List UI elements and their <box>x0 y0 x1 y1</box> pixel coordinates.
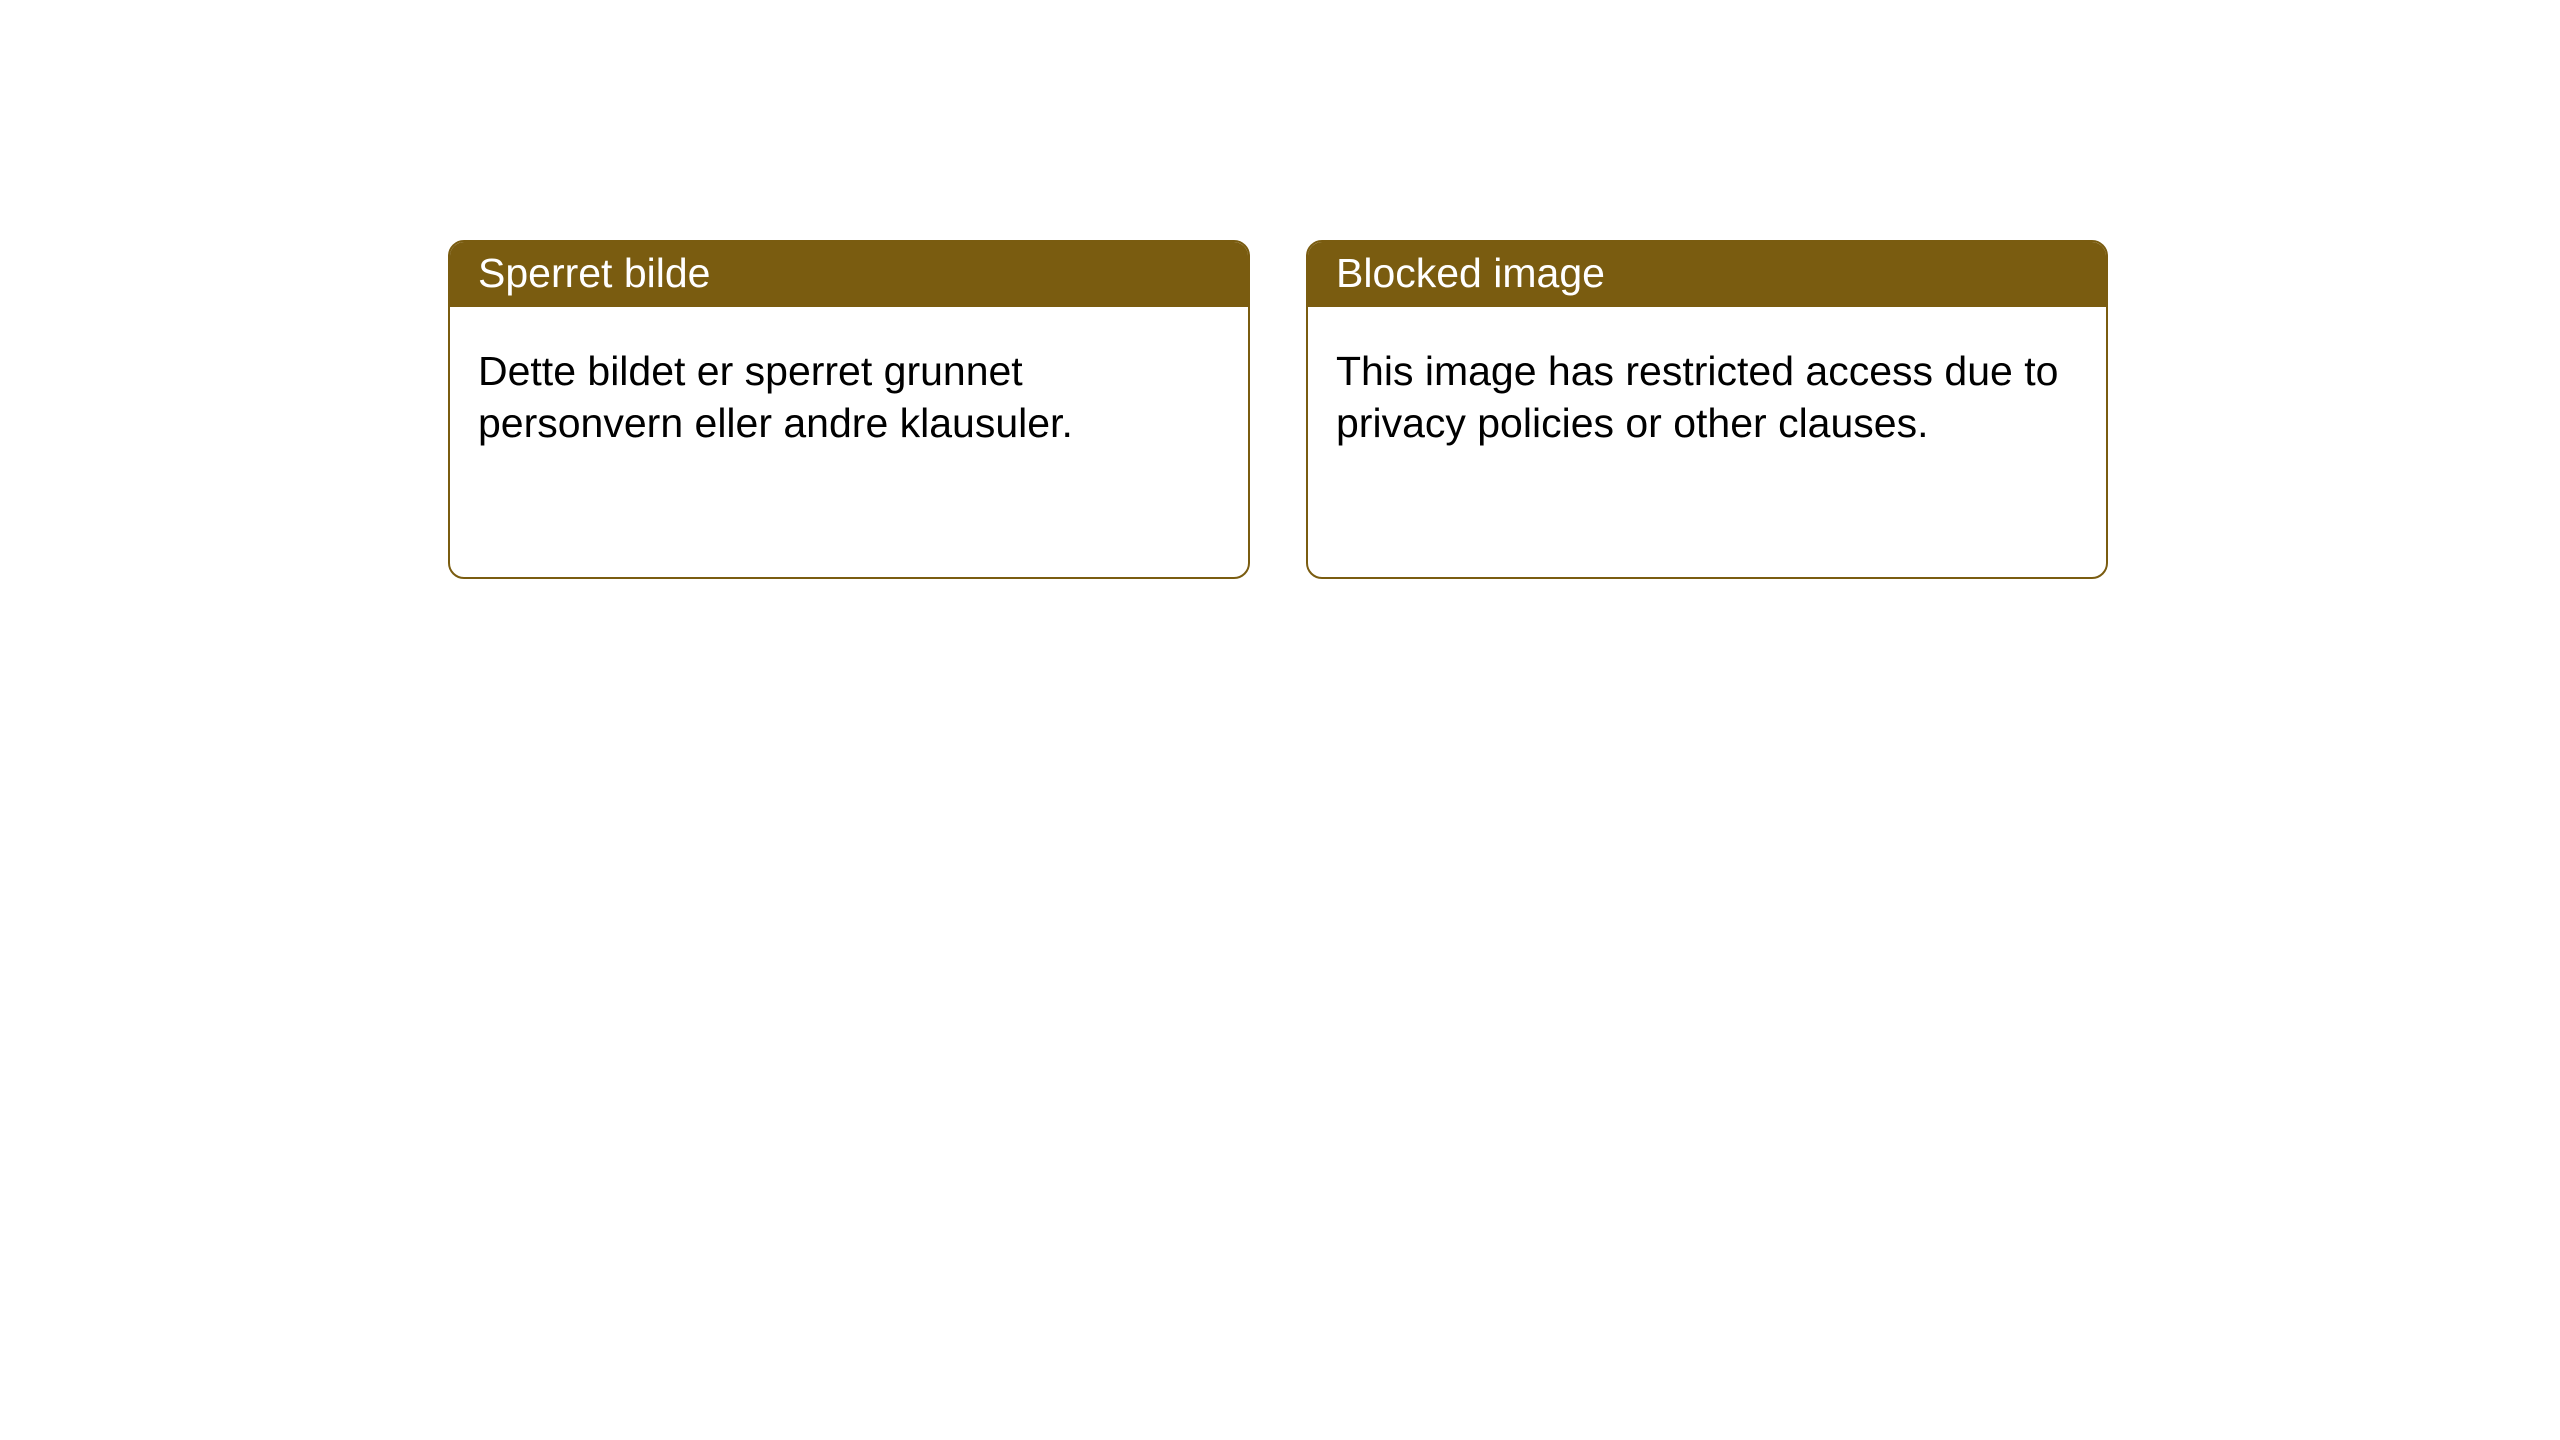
card-english: Blocked image This image has restricted … <box>1306 240 2108 579</box>
card-body-english: This image has restricted access due to … <box>1308 307 2106 577</box>
card-header-english: Blocked image <box>1308 242 2106 307</box>
cards-container: Sperret bilde Dette bildet er sperret gr… <box>0 0 2560 579</box>
card-body-norwegian: Dette bildet er sperret grunnet personve… <box>450 307 1248 577</box>
card-norwegian: Sperret bilde Dette bildet er sperret gr… <box>448 240 1250 579</box>
card-header-norwegian: Sperret bilde <box>450 242 1248 307</box>
